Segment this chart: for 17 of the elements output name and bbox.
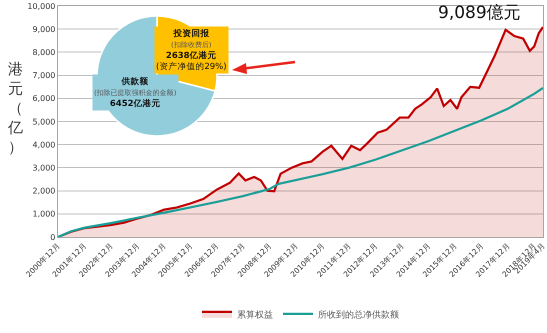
y-tick-label: 4,000 <box>32 140 56 150</box>
y-axis-title: 港元（亿） <box>7 60 23 156</box>
data-label: 6452亿港元 <box>110 98 161 110</box>
line-series <box>58 86 543 237</box>
y-tick-label: 6,000 <box>32 94 56 104</box>
legend-label: 所收到的总净供款额 <box>318 309 399 320</box>
y-tick-label: 2,000 <box>32 186 56 196</box>
y-tick-label: 7,000 <box>32 71 56 80</box>
y-tick-label: 8,000 <box>32 48 56 57</box>
y-tick-label: 3,000 <box>32 164 56 172</box>
y-tick-label: 10,000 <box>27 2 56 11</box>
legend-label: 累算权益 <box>237 309 273 320</box>
y-tick-label: 9,000 <box>32 24 56 34</box>
y-tick-label: 0 <box>50 232 56 242</box>
y-tick-label: 5,000 <box>32 117 56 126</box>
y-tick-label: 1,000 <box>32 210 56 219</box>
annotation: 9,089億元 <box>438 3 521 23</box>
